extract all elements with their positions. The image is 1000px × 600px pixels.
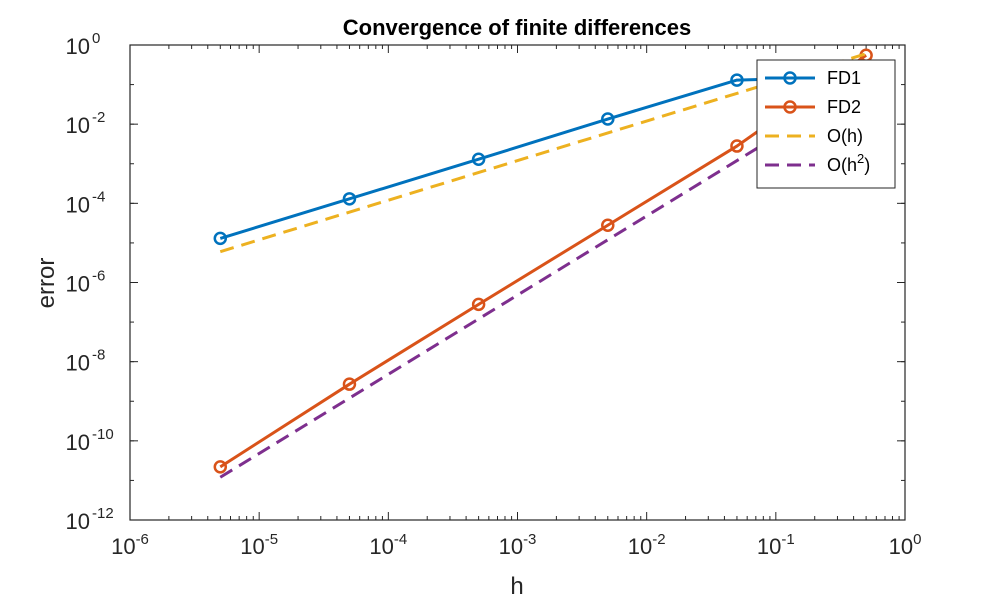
data-point-1: [471, 152, 486, 166]
legend-label-2: FD2: [827, 97, 861, 117]
data-point-2: [342, 377, 357, 391]
legend-marker-1: [783, 71, 797, 85]
y-tick-exponent: -2: [92, 109, 105, 126]
y-tick-exponent: -8: [92, 347, 105, 364]
y-tick-label: 10: [66, 272, 90, 297]
x-tick-exponent: -2: [652, 531, 665, 548]
legend-label-3: O(h): [827, 126, 863, 146]
legend-label-superscript: 2: [857, 151, 864, 166]
x-tick-base: 10: [757, 534, 781, 559]
data-point-1: [342, 192, 357, 206]
x-tick-base: 10: [628, 534, 652, 559]
data-point-1: [730, 73, 744, 87]
x-tick-label: 10-4: [369, 531, 407, 559]
x-tick-label: 10-1: [757, 531, 795, 559]
data-point-2: [471, 297, 486, 312]
x-tick-exponent: -4: [394, 531, 407, 548]
x-tick-exponent: 0: [913, 531, 921, 548]
x-tick-exponent: -6: [136, 531, 149, 548]
data-point-2: [730, 139, 744, 153]
y-tick-label: 10: [66, 192, 90, 217]
x-tick-exponent: -5: [265, 531, 278, 548]
y-tick-base: 10: [66, 113, 90, 138]
chart-title: Convergence of finite differences: [343, 15, 691, 40]
series-line-4: [219, 80, 867, 479]
data-point-2: [213, 460, 228, 474]
legend-label-4: O(h2): [827, 151, 870, 175]
x-tick-exponent: -3: [523, 531, 536, 548]
data-point-1: [601, 112, 615, 126]
x-tick-base: 10: [111, 534, 135, 559]
legend-marker-2: [783, 100, 797, 114]
axes-box: [129, 44, 906, 521]
y-tick-exponent: -10: [92, 426, 114, 443]
legend-label-text: FD1: [827, 68, 861, 88]
y-axis-label: error: [33, 258, 60, 309]
y-tick-base: 10: [66, 509, 90, 534]
data-point-1: [213, 231, 228, 246]
y-tick-exponent: -6: [92, 268, 105, 285]
y-tick-label: 10: [66, 113, 90, 138]
y-tick-base: 10: [66, 430, 90, 455]
legend-label-text: O(h: [827, 155, 857, 175]
x-tick-base: 10: [369, 534, 393, 559]
y-tick-base: 10: [66, 272, 90, 297]
y-tick-label: 10: [66, 351, 90, 376]
legend-label-suffix: ): [864, 155, 870, 175]
legend-label-1: FD1: [827, 68, 861, 88]
x-tick-label: 10-5: [240, 531, 278, 559]
x-tick-label: 10-3: [499, 531, 537, 559]
legend-box: [756, 59, 896, 189]
x-tick-label: 10-2: [628, 531, 666, 559]
y-tick-label: 10: [66, 34, 90, 59]
y-tick-base: 10: [66, 192, 90, 217]
legend-label-text: FD2: [827, 97, 861, 117]
x-tick-base: 10: [499, 534, 523, 559]
data-point-2: [601, 218, 615, 232]
y-tick-exponent: -12: [92, 505, 114, 522]
y-tick-base: 10: [66, 351, 90, 376]
x-tick-exponent: -1: [781, 531, 794, 548]
x-axis-label: h: [510, 573, 523, 600]
y-tick-label: 10: [66, 430, 90, 455]
legend-label-text: O(h): [827, 126, 863, 146]
x-tick-label: 100: [889, 531, 922, 559]
y-tick-label: 10: [66, 509, 90, 534]
x-tick-base: 10: [889, 534, 913, 559]
x-tick-base: 10: [240, 534, 264, 559]
y-tick-exponent: 0: [92, 30, 100, 47]
y-tick-exponent: -4: [92, 188, 105, 205]
x-tick-label: 10-6: [111, 531, 149, 559]
y-tick-base: 10: [66, 34, 90, 59]
